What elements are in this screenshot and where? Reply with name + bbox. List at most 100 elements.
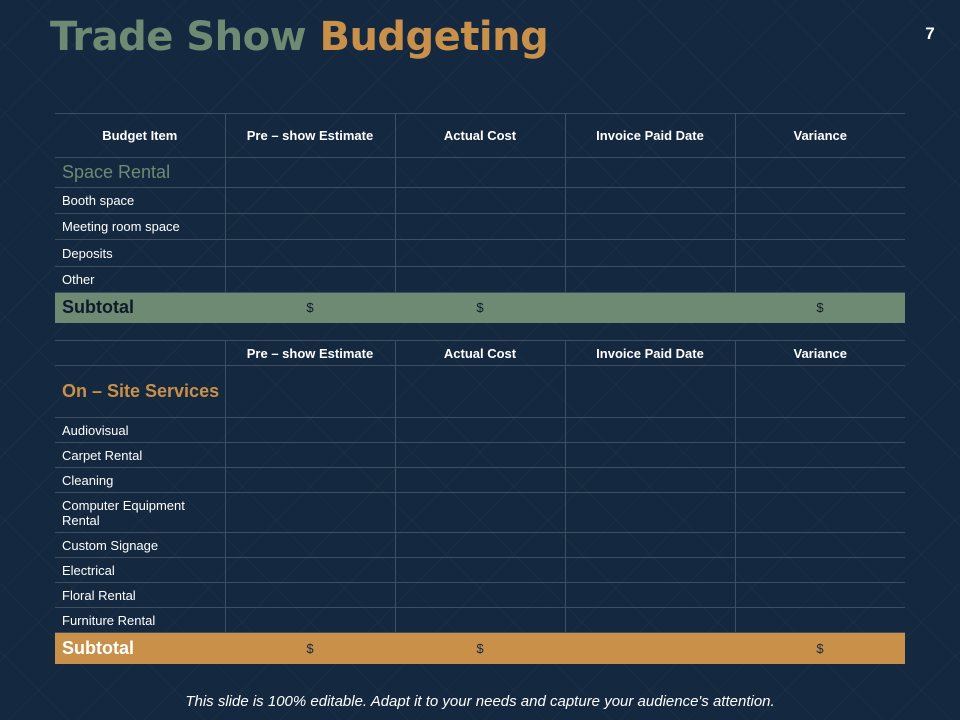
table-cell[interactable] (395, 417, 566, 443)
subtotal-label: Subtotal (55, 292, 225, 323)
table-cell[interactable] (565, 467, 736, 493)
table-cell[interactable] (735, 239, 905, 267)
table-cell[interactable] (395, 266, 566, 293)
table-cell[interactable] (735, 365, 905, 418)
table-cell[interactable] (225, 365, 396, 418)
slide-title: Trade Show Budgeting (50, 14, 549, 60)
table-cell[interactable] (395, 157, 566, 188)
subtotal-variance[interactable]: $ (735, 292, 905, 323)
table-cell[interactable] (395, 492, 566, 533)
table-row: Custom Signage (55, 532, 905, 558)
table-cell[interactable] (565, 607, 736, 633)
table-cell[interactable] (735, 607, 905, 633)
subtotal-actual-cost[interactable]: $ (395, 632, 565, 664)
item-label: Cleaning (55, 467, 226, 493)
table-cell[interactable] (395, 607, 566, 633)
table-cell[interactable] (225, 213, 396, 240)
table-cell[interactable] (225, 266, 396, 293)
subtotal-variance[interactable]: $ (735, 632, 905, 664)
table-row: Audiovisual (55, 417, 905, 443)
table-cell[interactable] (565, 213, 736, 240)
item-label: Carpet Rental (55, 442, 226, 468)
table-cell[interactable] (395, 467, 566, 493)
table-cell[interactable] (225, 492, 396, 533)
table-row: Cleaning (55, 467, 905, 493)
section-row: On – Site Services (55, 365, 905, 418)
item-label: Floral Rental (55, 582, 226, 608)
table-header-row: Pre – show Estimate Actual Cost Invoice … (55, 340, 905, 366)
table-cell[interactable] (735, 187, 905, 214)
item-label: Deposits (55, 239, 226, 267)
table-cell[interactable] (565, 417, 736, 443)
table-cell[interactable] (225, 557, 396, 583)
table-cell[interactable] (225, 532, 396, 558)
table-row: Floral Rental (55, 582, 905, 608)
table-cell[interactable] (395, 532, 566, 558)
space-rental-table: Budget Item Pre – show Estimate Actual C… (55, 113, 905, 323)
table-cell[interactable] (565, 187, 736, 214)
table-header-row: Budget Item Pre – show Estimate Actual C… (55, 113, 905, 158)
table-row: Booth space (55, 187, 905, 214)
table-cell[interactable] (225, 239, 396, 267)
table-cell[interactable] (565, 266, 736, 293)
table-cell[interactable] (225, 582, 396, 608)
header-pre-show-estimate: Pre – show Estimate (225, 340, 396, 366)
table-cell[interactable] (225, 187, 396, 214)
section-row: Space Rental (55, 157, 905, 188)
table-cell[interactable] (225, 467, 396, 493)
title-part-1: Trade Show (50, 14, 320, 60)
table-cell[interactable] (565, 365, 736, 418)
table-cell[interactable] (735, 442, 905, 468)
table-cell[interactable] (395, 582, 566, 608)
table-cell[interactable] (225, 442, 396, 468)
item-label: Furniture Rental (55, 607, 226, 633)
table-cell[interactable] (735, 532, 905, 558)
table-cell[interactable] (735, 266, 905, 293)
item-label: Meeting room space (55, 213, 226, 240)
table-row: Furniture Rental (55, 607, 905, 633)
table-cell[interactable] (565, 582, 736, 608)
table-cell[interactable] (735, 213, 905, 240)
section-label: Space Rental (55, 157, 226, 188)
table-cell[interactable] (225, 417, 396, 443)
subtotal-actual-cost[interactable]: $ (395, 292, 565, 323)
header-variance: Variance (735, 340, 905, 366)
section-label: On – Site Services (55, 365, 226, 418)
table-row: Carpet Rental (55, 442, 905, 468)
header-actual-cost: Actual Cost (395, 113, 566, 158)
header-invoice-paid-date: Invoice Paid Date (565, 340, 736, 366)
table-cell[interactable] (565, 442, 736, 468)
table-cell[interactable] (735, 557, 905, 583)
table-cell[interactable] (225, 607, 396, 633)
header-actual-cost: Actual Cost (395, 340, 566, 366)
table-cell[interactable] (565, 532, 736, 558)
table-cell[interactable] (735, 492, 905, 533)
item-label: Electrical (55, 557, 226, 583)
subtotal-pre-show-estimate[interactable]: $ (225, 292, 395, 323)
header-blank (55, 340, 226, 366)
subtotal-invoice-paid-date[interactable] (565, 632, 735, 664)
header-invoice-paid-date: Invoice Paid Date (565, 113, 736, 158)
table-cell[interactable] (395, 365, 566, 418)
table-cell[interactable] (565, 157, 736, 188)
table-cell[interactable] (225, 157, 396, 188)
table-cell[interactable] (395, 213, 566, 240)
subtotal-invoice-paid-date[interactable] (565, 292, 735, 323)
table-cell[interactable] (395, 239, 566, 267)
page-number: 7 (925, 24, 935, 43)
table-cell[interactable] (395, 557, 566, 583)
table-cell[interactable] (395, 187, 566, 214)
table-cell[interactable] (735, 582, 905, 608)
subtotal-row: Subtotal $ $ $ (55, 292, 905, 323)
subtotal-pre-show-estimate[interactable]: $ (225, 632, 395, 664)
table-cell[interactable] (735, 417, 905, 443)
table-cell[interactable] (565, 557, 736, 583)
item-label: Audiovisual (55, 417, 226, 443)
subtotal-label: Subtotal (55, 632, 225, 664)
table-cell[interactable] (735, 467, 905, 493)
subtotal-row: Subtotal $ $ $ (55, 632, 905, 664)
table-cell[interactable] (565, 492, 736, 533)
table-cell[interactable] (395, 442, 566, 468)
table-cell[interactable] (565, 239, 736, 267)
table-cell[interactable] (735, 157, 905, 188)
